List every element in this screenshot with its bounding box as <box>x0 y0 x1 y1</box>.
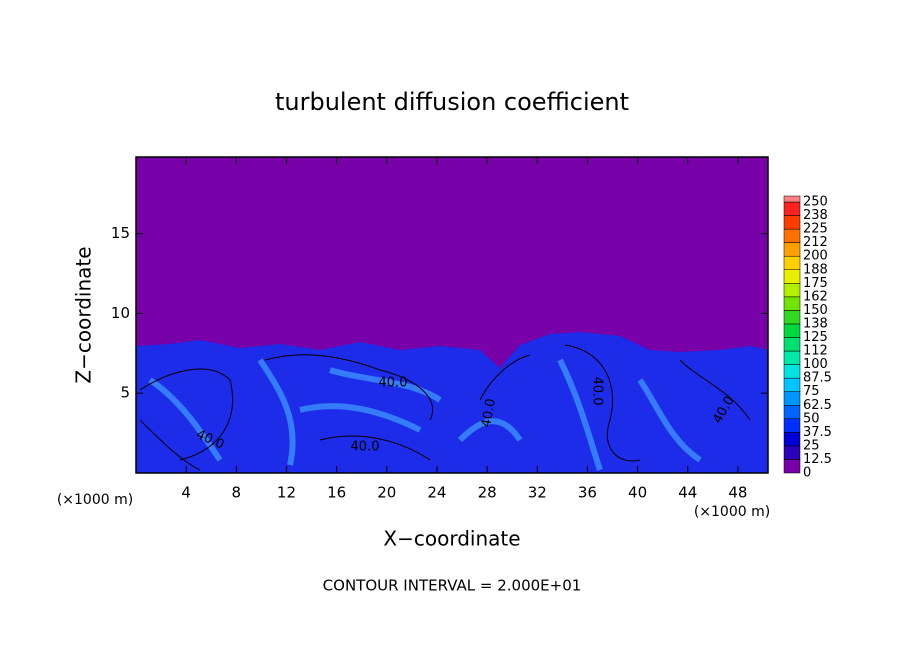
colorbar-swatch <box>783 459 801 474</box>
colorbar-label: 25 <box>803 438 820 453</box>
colorbar-swatch <box>783 391 801 406</box>
colorbar-label: 125 <box>803 330 828 345</box>
x-tick-label: 40 <box>628 484 647 502</box>
x-axis-label: X−coordinate <box>383 527 520 551</box>
streaks <box>148 358 702 471</box>
colorbar-label: 87.5 <box>803 371 832 386</box>
colorbar-swatch <box>783 418 801 433</box>
colorbar-swatch <box>783 242 801 257</box>
turbulent-region <box>136 332 768 473</box>
colorbar-label: 225 <box>803 222 828 237</box>
x-unit-label: (×1000 m) <box>694 504 770 520</box>
colorbar-label: 162 <box>803 289 828 304</box>
colorbar-label: 112 <box>803 344 828 359</box>
contour-label: 40.0 <box>590 377 605 406</box>
colorbar-swatch <box>783 323 801 338</box>
colorbar-swatch <box>783 215 801 230</box>
y-tick-label: 5 <box>120 384 130 402</box>
contour-label: 40.0 <box>351 440 380 455</box>
colorbar-label: 175 <box>803 276 828 291</box>
footer-note: CONTOUR INTERVAL = 2.000E+01 <box>323 577 582 595</box>
colorbar-swatch <box>783 269 801 284</box>
x-tick-label: 36 <box>578 484 597 502</box>
colorbar-swatch <box>783 337 801 352</box>
colorbar-label: 250 <box>803 195 828 210</box>
colorbar-swatch <box>783 405 801 420</box>
x-tick-label: 12 <box>277 484 296 502</box>
x-tick-label: 28 <box>478 484 497 502</box>
colorbar-label: 212 <box>803 235 828 250</box>
colorbar-swatch <box>783 377 801 392</box>
colorbar-label: 150 <box>803 303 828 318</box>
plot-frame <box>135 156 769 474</box>
colorbar-label: 188 <box>803 262 828 277</box>
x-tick-label: 44 <box>678 484 697 502</box>
colorbar-label: 12.5 <box>803 452 832 467</box>
colorbar-label: 0 <box>803 466 811 481</box>
y-tick-label: 10 <box>111 304 130 322</box>
x-tick-label: 4 <box>181 484 191 502</box>
colorbar-label: 238 <box>803 208 828 223</box>
colorbar-swatch <box>783 364 801 379</box>
colorbar-swatch <box>783 255 801 271</box>
colorbar-label: 62.5 <box>803 398 832 413</box>
colorbar-label: 75 <box>803 384 820 399</box>
colorbar-label: 100 <box>803 357 828 372</box>
contour-lines <box>139 344 751 471</box>
x-tick-label: 48 <box>728 484 747 502</box>
x-tick-label: 16 <box>327 484 346 502</box>
x-tick-label: 20 <box>377 484 396 502</box>
colorbar-cap <box>783 195 801 203</box>
colorbar-swatch <box>783 283 801 298</box>
colorbar-swatch <box>783 310 801 325</box>
y-axis-label: Z−coordinate <box>72 246 96 383</box>
contour-label: 40.0 <box>379 376 408 391</box>
x-tick-label: 8 <box>232 484 242 502</box>
colorbar-swatch <box>783 228 801 243</box>
colorbar-label: 50 <box>803 411 820 426</box>
colorbar-swatch <box>783 296 801 311</box>
x-tick-label: 32 <box>528 484 547 502</box>
colorbar-label: 200 <box>803 249 828 264</box>
colorbar-swatch <box>783 201 801 216</box>
x-unit-label: (×1000 m) <box>57 492 133 508</box>
field <box>136 157 768 473</box>
colorbar-label: 37.5 <box>803 425 832 440</box>
x-tick-label: 24 <box>427 484 446 502</box>
contour-label: 40.0 <box>479 397 499 428</box>
y-tick-label: 15 <box>111 224 130 242</box>
colorbar-swatch <box>783 432 801 447</box>
chart-title: turbulent diffusion coefficient <box>275 88 629 116</box>
colorbar-swatch <box>783 350 801 365</box>
colorbar-label: 138 <box>803 316 828 331</box>
colorbar-swatch <box>783 445 801 460</box>
